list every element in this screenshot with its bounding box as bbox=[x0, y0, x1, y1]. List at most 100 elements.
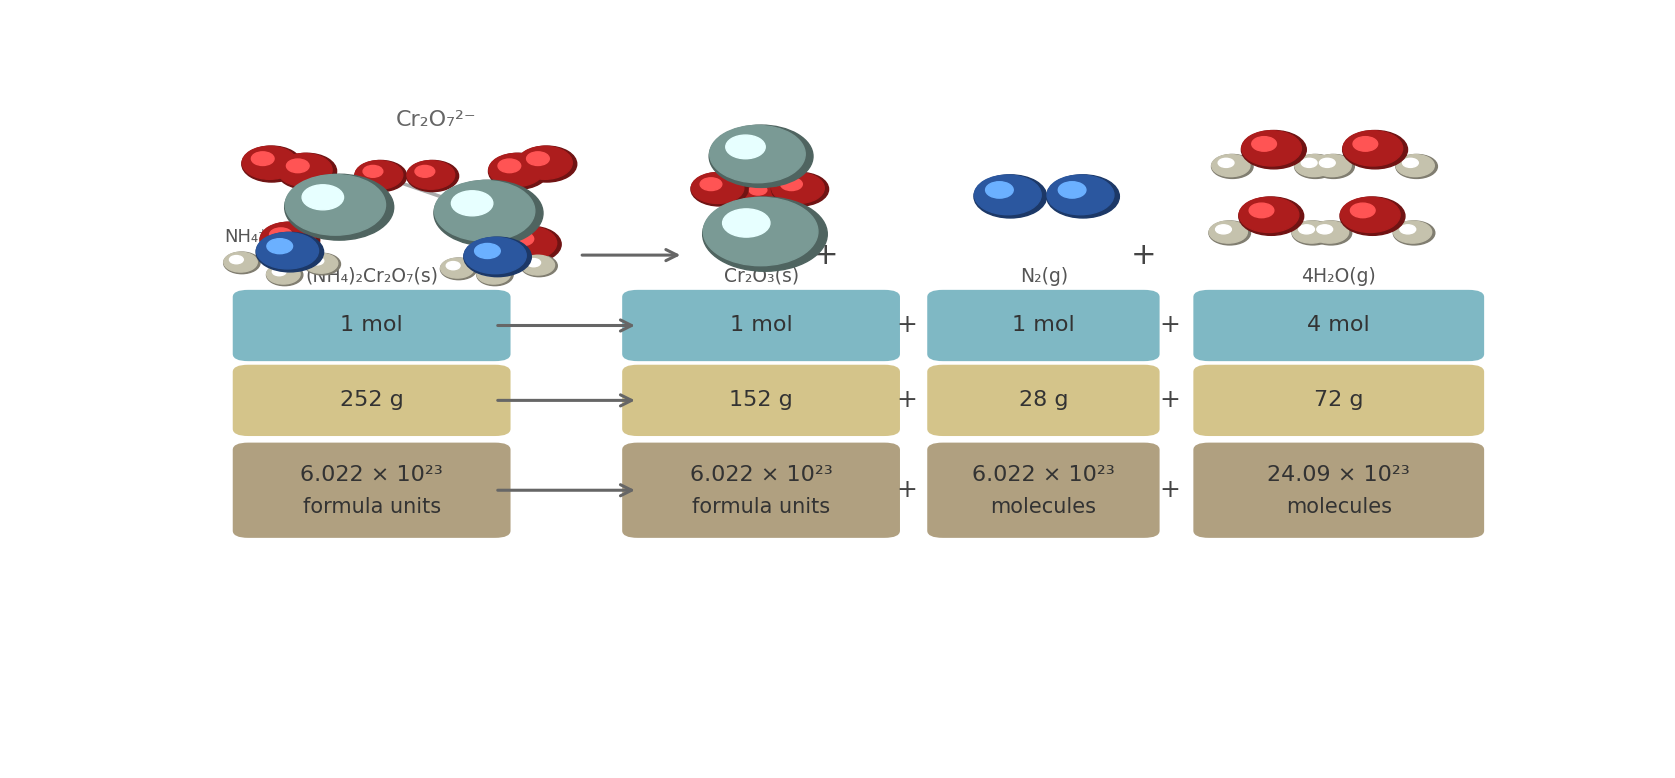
Ellipse shape bbox=[1240, 197, 1298, 233]
Ellipse shape bbox=[266, 264, 303, 286]
Text: NH₄⁺: NH₄⁺ bbox=[492, 237, 536, 255]
Ellipse shape bbox=[260, 223, 320, 258]
FancyBboxPatch shape bbox=[621, 365, 899, 436]
Ellipse shape bbox=[243, 146, 296, 179]
Ellipse shape bbox=[1291, 221, 1333, 245]
Ellipse shape bbox=[1295, 155, 1333, 177]
Ellipse shape bbox=[1402, 158, 1419, 167]
Ellipse shape bbox=[434, 180, 543, 246]
Ellipse shape bbox=[518, 146, 576, 182]
Ellipse shape bbox=[1340, 197, 1400, 233]
Ellipse shape bbox=[1317, 225, 1333, 234]
Ellipse shape bbox=[742, 180, 789, 207]
Text: 28 g: 28 g bbox=[1018, 391, 1069, 410]
Ellipse shape bbox=[464, 237, 526, 274]
Text: 4H₂O(g): 4H₂O(g) bbox=[1301, 267, 1377, 286]
Ellipse shape bbox=[441, 258, 474, 278]
Ellipse shape bbox=[501, 226, 561, 262]
Ellipse shape bbox=[285, 174, 394, 240]
Ellipse shape bbox=[700, 178, 722, 191]
Ellipse shape bbox=[521, 255, 558, 277]
FancyBboxPatch shape bbox=[233, 365, 511, 436]
Text: +: + bbox=[896, 478, 916, 503]
Ellipse shape bbox=[286, 159, 310, 173]
Ellipse shape bbox=[1310, 221, 1348, 243]
Text: +: + bbox=[896, 314, 916, 338]
Text: +: + bbox=[1131, 240, 1157, 270]
Text: formula units: formula units bbox=[692, 497, 831, 517]
Ellipse shape bbox=[482, 268, 496, 275]
Ellipse shape bbox=[1047, 175, 1119, 218]
Ellipse shape bbox=[305, 254, 338, 273]
Ellipse shape bbox=[305, 254, 340, 275]
Ellipse shape bbox=[1059, 182, 1085, 198]
Ellipse shape bbox=[407, 160, 459, 191]
Text: +: + bbox=[1159, 314, 1181, 338]
Ellipse shape bbox=[477, 265, 511, 284]
Ellipse shape bbox=[722, 209, 770, 237]
Ellipse shape bbox=[446, 261, 461, 270]
Text: +: + bbox=[812, 240, 839, 270]
Ellipse shape bbox=[526, 152, 549, 166]
Ellipse shape bbox=[256, 233, 318, 269]
Ellipse shape bbox=[270, 228, 291, 241]
Ellipse shape bbox=[1241, 131, 1306, 169]
Ellipse shape bbox=[415, 166, 436, 177]
Ellipse shape bbox=[985, 182, 1013, 198]
Ellipse shape bbox=[1241, 131, 1301, 166]
Ellipse shape bbox=[276, 153, 332, 187]
Text: (NH₄)₂Cr₂O₇(s): (NH₄)₂Cr₂O₇(s) bbox=[305, 267, 439, 286]
Ellipse shape bbox=[489, 153, 548, 189]
Text: +: + bbox=[896, 388, 916, 412]
Ellipse shape bbox=[772, 173, 829, 206]
Text: +: + bbox=[1159, 478, 1181, 503]
FancyBboxPatch shape bbox=[928, 443, 1159, 538]
Ellipse shape bbox=[518, 146, 573, 179]
Ellipse shape bbox=[526, 258, 541, 267]
Ellipse shape bbox=[1395, 155, 1434, 177]
Text: molecules: molecules bbox=[990, 497, 1097, 517]
Ellipse shape bbox=[1313, 155, 1352, 177]
FancyBboxPatch shape bbox=[233, 290, 511, 361]
FancyBboxPatch shape bbox=[1193, 443, 1484, 538]
Text: N₂(g): N₂(g) bbox=[1020, 267, 1069, 286]
Text: 1 mol: 1 mol bbox=[1012, 316, 1075, 335]
Ellipse shape bbox=[749, 185, 767, 195]
Text: 6.022 × 10²³: 6.022 × 10²³ bbox=[690, 465, 832, 485]
Text: Cr₂O₃(s): Cr₂O₃(s) bbox=[724, 267, 799, 286]
Ellipse shape bbox=[1313, 155, 1355, 178]
FancyBboxPatch shape bbox=[1193, 290, 1484, 361]
Ellipse shape bbox=[1211, 155, 1253, 178]
Ellipse shape bbox=[710, 125, 806, 183]
Ellipse shape bbox=[285, 174, 385, 235]
Ellipse shape bbox=[224, 252, 258, 272]
Ellipse shape bbox=[742, 181, 786, 205]
Text: 1 mol: 1 mol bbox=[340, 316, 404, 335]
Ellipse shape bbox=[1047, 175, 1114, 215]
FancyBboxPatch shape bbox=[1193, 365, 1484, 436]
Text: +: + bbox=[1159, 388, 1181, 412]
Ellipse shape bbox=[1343, 131, 1407, 169]
FancyBboxPatch shape bbox=[233, 443, 511, 538]
Ellipse shape bbox=[692, 173, 744, 204]
Ellipse shape bbox=[266, 239, 293, 254]
Ellipse shape bbox=[1350, 203, 1375, 218]
Text: 24.09 × 10²³: 24.09 × 10²³ bbox=[1268, 465, 1410, 485]
FancyBboxPatch shape bbox=[621, 443, 899, 538]
Ellipse shape bbox=[704, 198, 817, 266]
Text: 152 g: 152 g bbox=[729, 391, 792, 410]
Ellipse shape bbox=[464, 237, 531, 277]
FancyBboxPatch shape bbox=[928, 290, 1159, 361]
Ellipse shape bbox=[692, 173, 749, 206]
Ellipse shape bbox=[497, 159, 521, 173]
Ellipse shape bbox=[1395, 155, 1437, 178]
Ellipse shape bbox=[355, 160, 407, 191]
Ellipse shape bbox=[1291, 221, 1330, 243]
Ellipse shape bbox=[1209, 221, 1248, 243]
Text: 6.022 × 10²³: 6.022 × 10²³ bbox=[971, 465, 1116, 485]
Ellipse shape bbox=[310, 257, 323, 265]
FancyBboxPatch shape bbox=[621, 290, 899, 361]
Ellipse shape bbox=[1310, 221, 1352, 245]
Ellipse shape bbox=[1400, 225, 1415, 234]
Text: formula units: formula units bbox=[303, 497, 441, 517]
